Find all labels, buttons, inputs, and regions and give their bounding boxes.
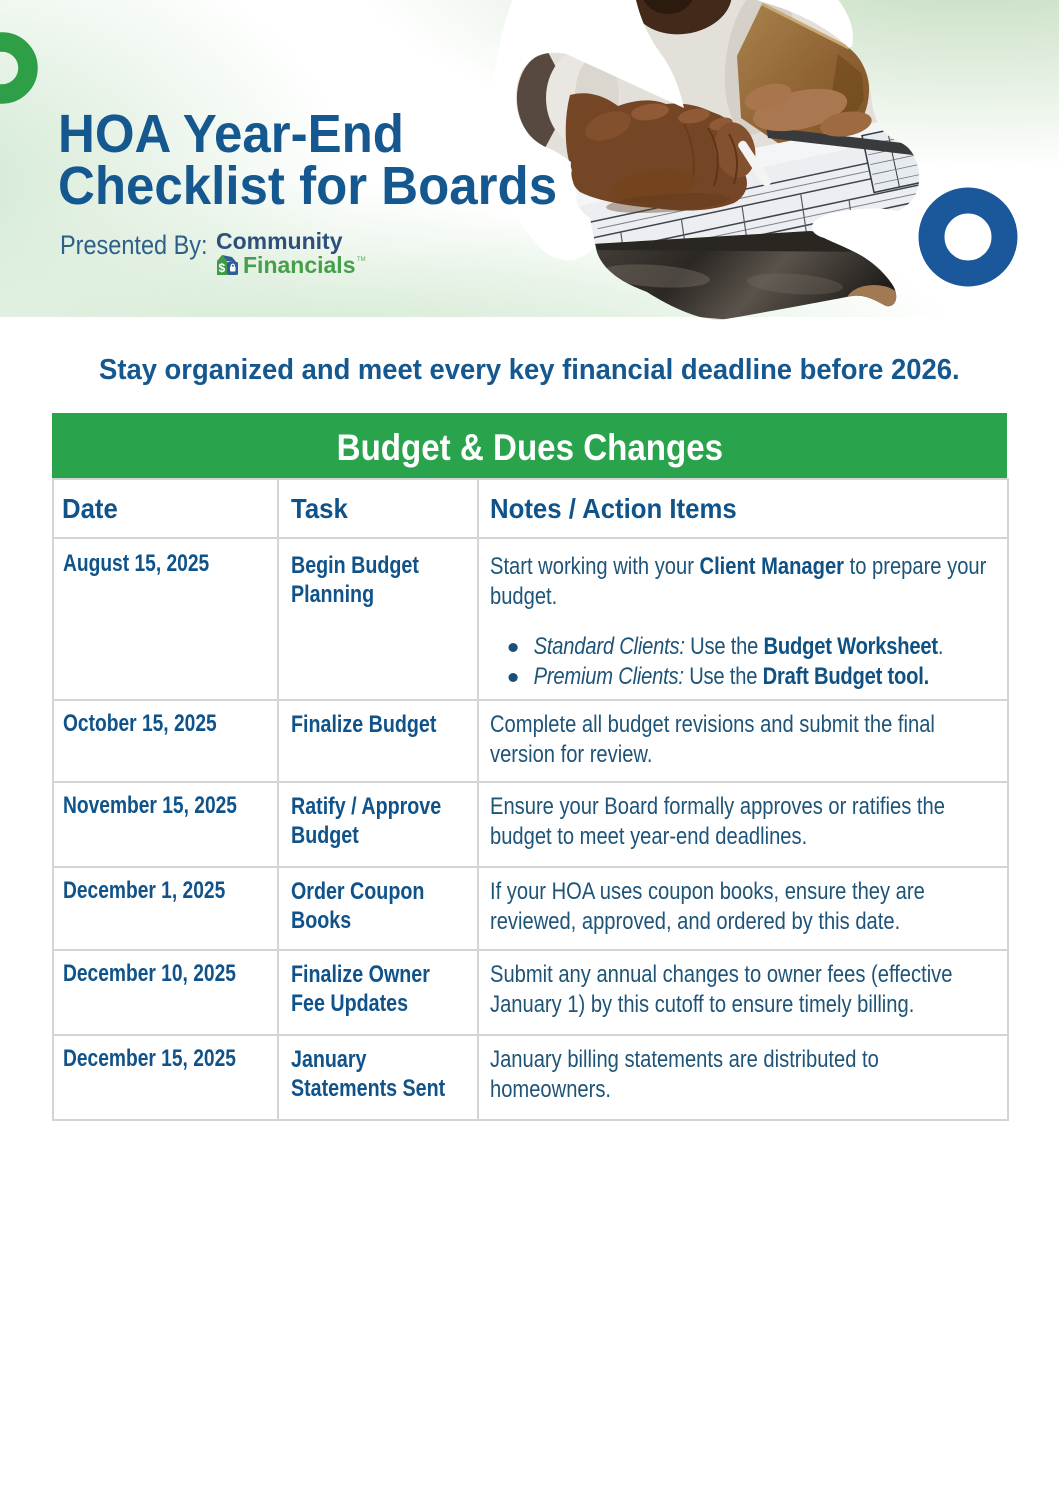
svg-text:$: $ <box>219 261 226 275</box>
